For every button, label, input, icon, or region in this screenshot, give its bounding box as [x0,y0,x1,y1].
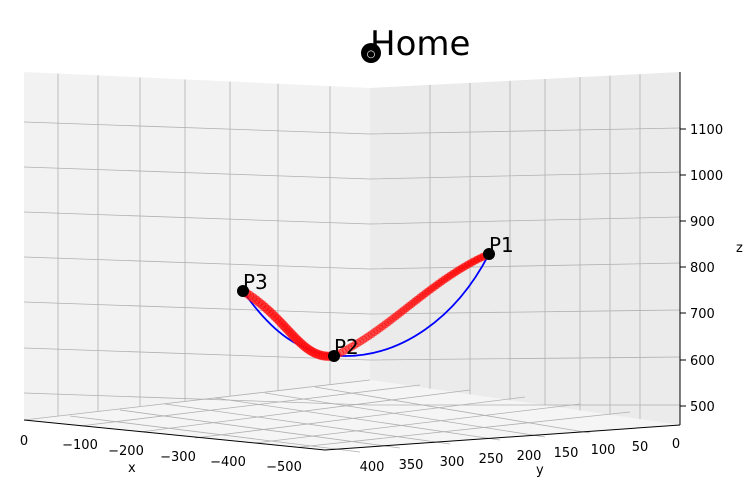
y-tick-labels: 400 350 300 250 200 150 100 50 0 [360,437,681,475]
z-tick-label: 500 [690,400,715,415]
z-tick-label: 700 [690,307,715,322]
z-tick-label: 600 [690,354,715,369]
home-marker: ○ [361,43,381,63]
waypoints: P1 P2 P3 [237,233,514,362]
z-axis-label: z [736,241,743,256]
x-tick-label: −400 [210,455,246,470]
y-tick-label: 250 [479,452,504,467]
z-tick-label: 1000 [690,169,723,184]
left-pane [24,72,370,420]
grid-lines [23,73,681,453]
x-axis-label: x [128,461,136,476]
axis-lines [23,72,681,451]
y-tick-label: 100 [591,443,616,458]
z-tick-labels: 500 600 700 800 900 1000 1100 [680,123,723,415]
x-tick-label: 0 [20,434,28,449]
y-tick-label: 400 [360,460,385,475]
waypoint-marker [483,248,495,260]
z-tick-label: 800 [690,261,715,276]
y-tick-label: 200 [517,449,542,464]
waypoint-marker [328,350,340,362]
waypoint-label: P1 [489,233,514,257]
z-tick-label: 1100 [690,123,723,138]
z-tick-label: 900 [690,215,715,230]
y-tick-label: 300 [440,455,465,470]
y-tick-label: 50 [632,440,649,455]
chart-title: Home [370,24,470,64]
x-tick-labels: 0 −100 −200 −300 −400 −500 [20,434,302,475]
waypoint-marker [237,285,249,297]
series-line [242,253,490,357]
y-axis-label: y [536,463,544,478]
waypoint-label: P2 [334,335,359,359]
x-tick-label: −100 [62,438,98,453]
x-tick-label: −300 [160,450,196,465]
y-tick-label: 150 [554,446,579,461]
x-tick-label: −500 [266,460,302,475]
right-pane [370,72,680,425]
waypoint-label: P3 [243,270,268,294]
y-tick-label: 350 [399,458,424,473]
x-tick-label: −200 [108,444,144,459]
home-marker-symbol: ○ [367,49,376,60]
y-tick-label: 0 [672,437,680,452]
